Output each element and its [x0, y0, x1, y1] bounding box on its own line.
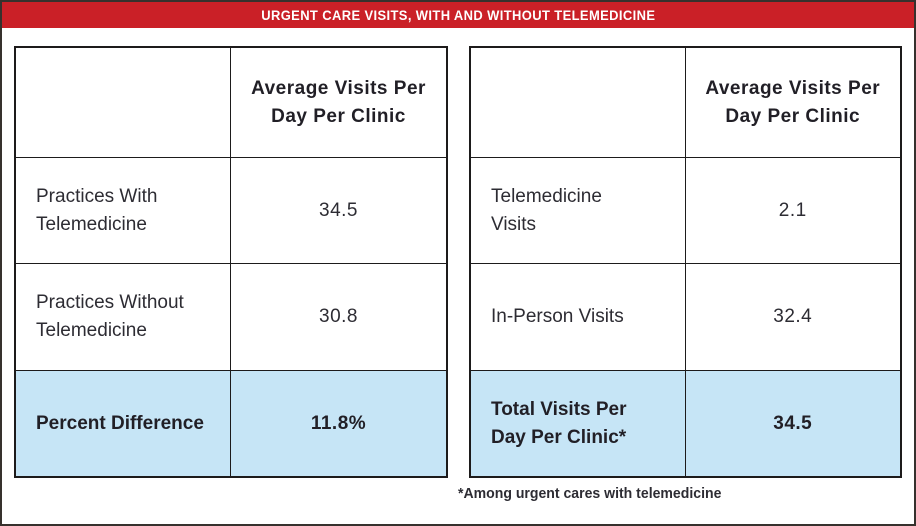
row-value: 2.1	[778, 199, 807, 221]
row-label-cell: Practices With Telemedicine	[16, 158, 231, 263]
title-bar: URGENT CARE VISITS, WITH AND WITHOUT TEL…	[2, 2, 914, 28]
header-empty-cell	[471, 48, 686, 157]
table-row-highlighted: Percent Difference 11.8%	[16, 370, 446, 476]
row-value-cell: 32.4	[686, 264, 901, 370]
row-label: In-Person Visits	[491, 306, 624, 328]
column-header: Average Visits Per Day Per Clinic	[251, 77, 426, 127]
table-visit-types: Average Visits Per Day Per Clinic Teleme…	[469, 46, 902, 478]
table-row-highlighted: Total Visits Per Day Per Clinic* 34.5	[471, 370, 900, 476]
row-label-cell: Total Visits Per Day Per Clinic*	[471, 371, 686, 476]
row-label: Percent Difference	[36, 412, 204, 434]
table-header-row: Average Visits Per Day Per Clinic	[471, 48, 900, 157]
tables-container: Average Visits Per Day Per Clinic Practi…	[14, 46, 902, 478]
row-label-cell: Percent Difference	[16, 371, 231, 476]
row-label: Practices Without Telemedicine	[36, 292, 184, 341]
table-row: Telemedicine Visits 2.1	[471, 157, 900, 263]
row-label: Total Visits Per Day Per Clinic*	[491, 398, 627, 448]
row-value: 30.8	[319, 306, 358, 328]
row-value-cell: 34.5	[231, 158, 446, 263]
page-title: URGENT CARE VISITS, WITH AND WITHOUT TEL…	[260, 7, 656, 23]
row-label: Telemedicine Visits	[491, 185, 602, 235]
table-row: Practices With Telemedicine 34.5	[16, 157, 446, 263]
row-label-cell: Practices Without Telemedicine	[16, 264, 231, 370]
row-value: 34.5	[319, 199, 358, 221]
table-row: In-Person Visits 32.4	[471, 263, 900, 370]
header-value-cell: Average Visits Per Day Per Clinic	[686, 48, 901, 157]
row-label-cell: Telemedicine Visits	[471, 158, 686, 263]
row-value-cell: 30.8	[231, 264, 446, 370]
row-value-cell: 34.5	[686, 371, 901, 476]
row-value: 32.4	[773, 306, 813, 328]
row-value-cell: 2.1	[686, 158, 901, 263]
header-empty-cell	[16, 48, 231, 157]
row-value: 11.8%	[310, 412, 367, 434]
footnote: *Among urgent cares with telemedicine	[458, 486, 722, 502]
row-label: Practices With Telemedicine	[36, 185, 158, 235]
header-value-cell: Average Visits Per Day Per Clinic	[231, 48, 446, 157]
row-value-cell: 11.8%	[231, 371, 446, 476]
column-header: Average Visits Per Day Per Clinic	[705, 77, 881, 127]
table-header-row: Average Visits Per Day Per Clinic	[16, 48, 446, 157]
row-value: 34.5	[773, 412, 813, 434]
table-practices: Average Visits Per Day Per Clinic Practi…	[14, 46, 448, 478]
table-row: Practices Without Telemedicine 30.8	[16, 263, 446, 370]
row-label-cell: In-Person Visits	[471, 264, 686, 370]
